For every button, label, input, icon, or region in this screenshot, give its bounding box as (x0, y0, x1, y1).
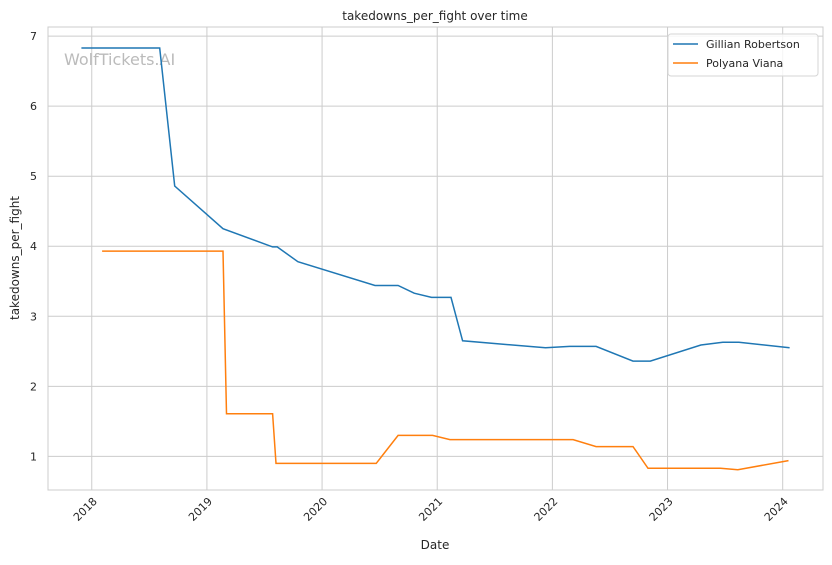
legend-box (667, 33, 819, 77)
legend: Gillian Robertson Polyana Viana (667, 33, 819, 77)
x-tick-label: 2021 (416, 495, 445, 524)
x-tick-label: 2020 (301, 495, 330, 524)
chart-title: takedowns_per_fight over time (342, 9, 528, 23)
plot-frame (47, 26, 824, 491)
legend-label-polyana: Polyana Viana (706, 57, 783, 70)
y-axis-label: takedowns_per_fight (8, 196, 22, 320)
x-axis-label: Date (421, 538, 450, 552)
legend-label-gillian: Gillian Robertson (706, 38, 800, 51)
y-tick-label: 7 (30, 30, 37, 43)
x-tick-label: 2022 (532, 495, 561, 524)
x-tick-label: 2019 (186, 495, 215, 524)
y-tick-label: 4 (30, 240, 37, 253)
series-line-polyana-viana (102, 250, 789, 471)
x-tick-label: 2024 (762, 495, 791, 524)
ticks: 2018 2019 2020 2021 2022 2023 2024 1 2 3 4 5 6 7 (30, 30, 791, 524)
y-tick-label: 6 (30, 100, 37, 113)
y-tick-label: 2 (30, 380, 37, 393)
y-tick-label: 1 (30, 450, 37, 463)
watermark: WolfTickets.AI (64, 50, 175, 69)
y-tick-label: 5 (30, 170, 37, 183)
series-line-gillian-robertson (81, 47, 790, 362)
series-group (81, 47, 790, 471)
x-tick-label: 2018 (71, 495, 100, 524)
x-tick-label: 2023 (647, 495, 676, 524)
y-tick-label: 3 (30, 310, 37, 323)
